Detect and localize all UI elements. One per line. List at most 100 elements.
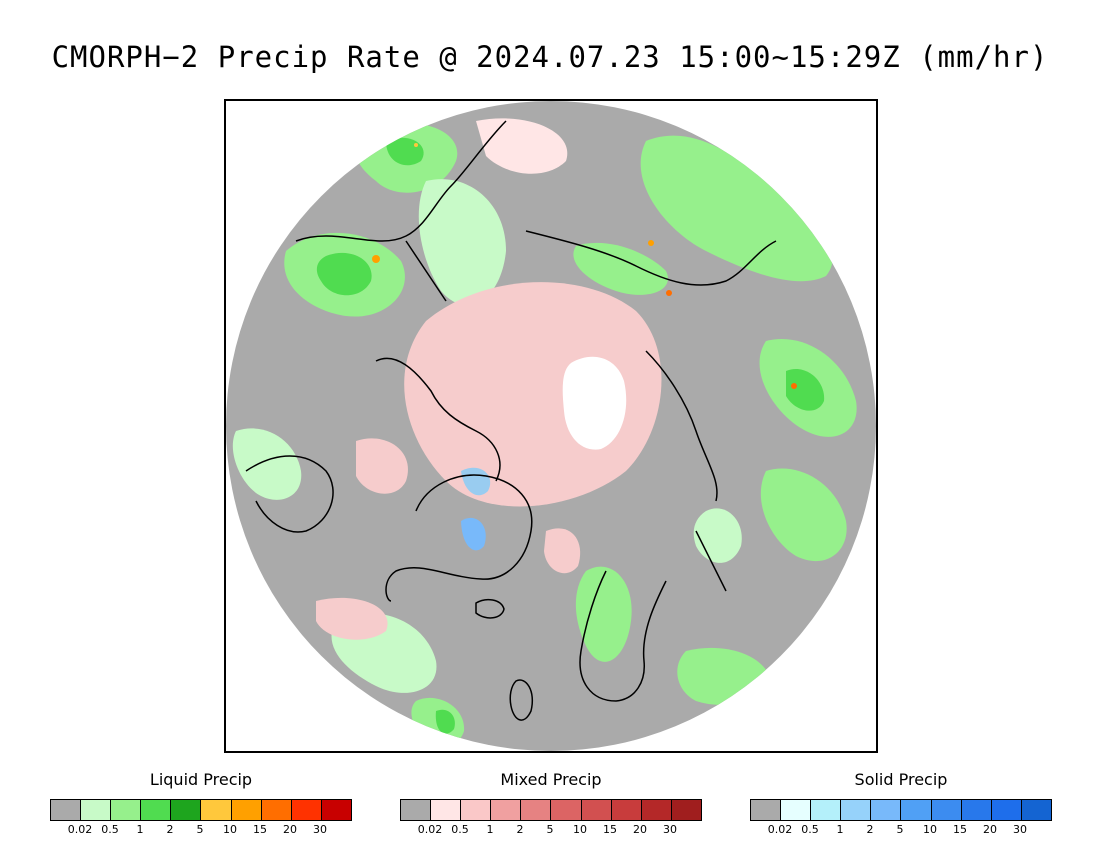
legend-solid: Solid Precip 0.02 0.5 1 2 5 10 15 20 30 (750, 770, 1052, 839)
coastline-eurasia-arctic (645, 350, 718, 502)
legend-tick-label: 0.5 (101, 823, 119, 836)
legend-swatch (841, 800, 872, 820)
legend-tick-label: 0.02 (67, 823, 93, 836)
heavy-rain-core (791, 383, 797, 389)
legend-tick-label: 30 (1013, 823, 1027, 836)
coastline-ural-region (695, 530, 727, 592)
legend-ticks-solid: 0.02 0.5 1 2 5 10 15 20 30 (750, 823, 1050, 839)
legend-tick-label: 30 (313, 823, 327, 836)
legend-swatch (51, 800, 82, 820)
legend-tick-label: 1 (136, 823, 144, 836)
heavy-rain-cores (372, 143, 797, 389)
heavy-rain-core (666, 290, 672, 296)
coastline-siberia (525, 230, 777, 286)
legend-tick-label: 5 (896, 823, 904, 836)
legend-tick-label: 20 (983, 823, 997, 836)
legend-swatch (751, 800, 782, 820)
heavy-rain-core (414, 143, 418, 147)
legend-tick-label: 15 (253, 823, 267, 836)
legend-swatch (1021, 800, 1051, 820)
liquid-precip-area (316, 252, 372, 296)
liquid-precip-area (786, 369, 825, 411)
legend-tick-label: 20 (283, 823, 297, 836)
liquid-precip-area (435, 709, 455, 734)
heavy-rain-core (648, 240, 654, 246)
legend-tick-label: 15 (953, 823, 967, 836)
legend-swatches-liquid (50, 799, 352, 821)
mixed-precip-area (476, 118, 568, 174)
liquid-precip-area (575, 566, 632, 662)
polar-data-gap (562, 356, 627, 450)
coastline-hudson-bay (245, 455, 334, 533)
legend-tick-label: 5 (196, 823, 204, 836)
legend-tick-label: 2 (166, 823, 174, 836)
coastline-north-america (295, 120, 507, 242)
legend-swatch (961, 800, 992, 820)
legend-tick-label: 10 (223, 823, 237, 836)
liquid-precip-area (760, 468, 847, 562)
legend-swatches-solid (750, 799, 1052, 821)
coastline-alaska-border (405, 240, 447, 302)
legend-tick-label: 2 (866, 823, 874, 836)
legend-title-liquid: Liquid Precip (149, 770, 253, 789)
legend-mixed: Mixed Precip 0.02 0.5 1 2 5 10 15 20 30 (400, 770, 702, 839)
legend-swatch (171, 800, 202, 820)
legend-swatch (261, 800, 292, 820)
legend-tick-label: 1 (836, 823, 844, 836)
mixed-precip-area (544, 528, 581, 574)
legend-swatch (931, 800, 962, 820)
legend-swatch (81, 800, 112, 820)
liquid-precip-area (232, 428, 302, 500)
legend-swatch (321, 800, 351, 820)
legend-swatch (521, 800, 552, 820)
legend-tick-label: 0.02 (767, 823, 793, 836)
legend-tick-label: 5 (546, 823, 554, 836)
solid-precip-area (461, 517, 486, 551)
mixed-precip-area (356, 438, 408, 494)
mixed-precip-areas (316, 118, 662, 640)
legend-swatch (991, 800, 1022, 820)
legend-tick-label: 10 (573, 823, 587, 836)
legend-swatch (201, 800, 232, 820)
liquid-precip-area (418, 179, 506, 306)
legend-tick-label: 1 (486, 823, 494, 836)
map-title: CMORPH−2 Precip Rate @ 2024.07.23 15:00~… (51, 40, 1049, 74)
coastline-british-isles (509, 679, 533, 721)
legend-tick-label: 30 (663, 823, 677, 836)
legend-tick-label: 10 (923, 823, 937, 836)
heavy-rain-core (372, 255, 380, 263)
liquid-precip-areas (232, 122, 857, 747)
legend-swatch (581, 800, 612, 820)
legend-title-mixed: Mixed Precip (500, 770, 602, 789)
legend-swatch (611, 800, 642, 820)
mixed-precip-area (404, 282, 662, 507)
coastline-greenland (385, 474, 533, 602)
legend-swatch (551, 800, 582, 820)
coastline-scandinavia (579, 570, 667, 702)
legend-swatch (671, 800, 701, 820)
legend-tick-label: 2 (516, 823, 524, 836)
legend-title-solid: Solid Precip (854, 770, 948, 789)
legend-swatch (871, 800, 902, 820)
legend-swatch (491, 800, 522, 820)
map-svg (226, 101, 876, 751)
coastline-iceland (475, 598, 505, 619)
legend-tick-label: 0.5 (801, 823, 819, 836)
legend-swatch (901, 800, 932, 820)
coastline-canadian-archipelago (375, 357, 501, 482)
legend-swatch (641, 800, 672, 820)
legend-liquid: Liquid Precip 0.02 0.5 1 2 5 10 15 20 30 (50, 770, 352, 839)
legend-swatch (401, 800, 432, 820)
liquid-precip-area (573, 242, 668, 295)
mixed-precip-area (316, 597, 388, 640)
legend-tick-label: 0.5 (451, 823, 469, 836)
legend-ticks-liquid: 0.02 0.5 1 2 5 10 15 20 30 (50, 823, 350, 839)
legend-tick-label: 0.02 (417, 823, 443, 836)
legend-ticks-mixed: 0.02 0.5 1 2 5 10 15 20 30 (400, 823, 700, 839)
legend-tick-label: 15 (603, 823, 617, 836)
polar-precip-map (224, 99, 878, 753)
legend-swatches-mixed (400, 799, 702, 821)
legend-swatch (111, 800, 142, 820)
legend-swatch (431, 800, 462, 820)
legend-swatch (461, 800, 492, 820)
